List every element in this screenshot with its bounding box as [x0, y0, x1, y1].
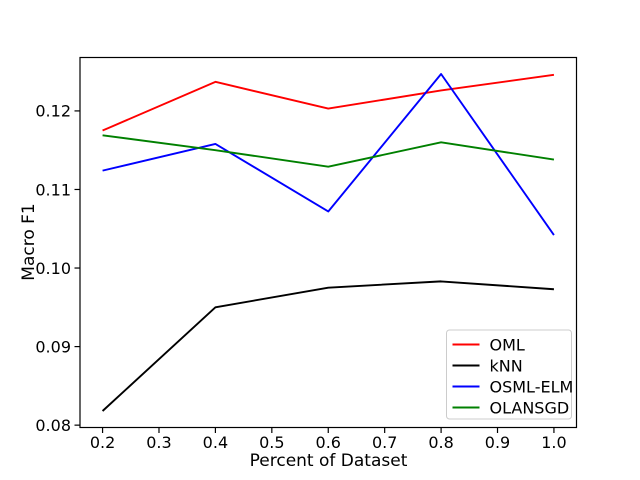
legend-label: OML — [490, 335, 525, 354]
y-tick-label: 0.10 — [35, 259, 71, 278]
y-tick-label: 0.09 — [35, 337, 71, 356]
x-tick-label: 0.9 — [485, 433, 510, 452]
x-tick-label: 0.6 — [316, 433, 341, 452]
x-tick-label: 0.2 — [90, 433, 115, 452]
y-axis-label: Macro F1 — [19, 203, 39, 281]
x-axis-label: Percent of Dataset — [249, 451, 408, 471]
legend-label: OSML-ELM — [490, 377, 574, 396]
series-line-osml-elm — [102, 73, 555, 236]
plot-border — [79, 56, 578, 429]
y-tick-label: 0.11 — [35, 180, 71, 199]
x-tick-label: 0.4 — [203, 433, 228, 452]
legend-label: kNN — [490, 356, 523, 375]
x-tick-label: 0.7 — [372, 433, 397, 452]
x-tick-label: 0.3 — [146, 433, 171, 452]
legend-box — [446, 329, 572, 420]
x-tick-label: 0.8 — [428, 433, 453, 452]
series-line-olansgd — [102, 134, 555, 168]
y-tick-label: 0.12 — [35, 102, 71, 121]
legend-label: OLANSGD — [490, 398, 570, 417]
y-tick-label: 0.08 — [35, 416, 71, 435]
series-line-knn — [101, 280, 554, 412]
x-tick-label: 1.0 — [541, 433, 566, 452]
x-tick-label: 0.5 — [259, 433, 284, 452]
series-line-oml — [102, 73, 555, 132]
